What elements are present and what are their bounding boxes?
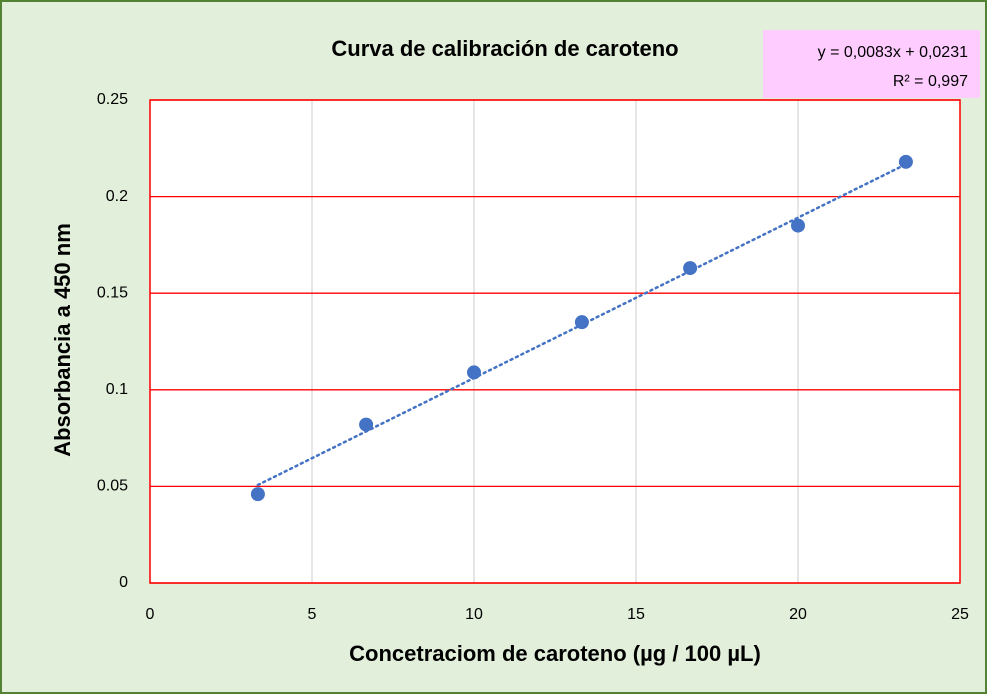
y-tick-label: 0.2	[106, 188, 128, 205]
data-point	[683, 261, 698, 276]
x-axis-label: Concetraciom de caroteno (µg / 100 µL)	[349, 641, 761, 666]
x-tick-label: 0	[146, 606, 155, 623]
plot-border	[149, 99, 961, 584]
x-tick-label: 15	[627, 606, 645, 623]
y-tick-label: 0.25	[97, 91, 128, 108]
x-tick-label: 20	[789, 606, 807, 623]
y-tick-label: 0.1	[106, 381, 128, 398]
equation-box	[763, 30, 980, 98]
y-axis-label: Absorbancia a 450 nm	[50, 223, 75, 457]
y-tick-label: 0	[119, 574, 128, 591]
x-tick-label: 25	[951, 606, 969, 623]
trend-equation: y = 0,0083x + 0,0231	[818, 44, 968, 61]
data-point	[250, 487, 265, 502]
data-point	[467, 365, 481, 380]
data-point	[359, 417, 374, 432]
data-point	[791, 218, 805, 233]
y-tick-label: 0.15	[97, 284, 128, 301]
x-tick-label: 10	[465, 606, 483, 623]
chart-title: Curva de calibración de caroteno	[331, 36, 678, 61]
plot-area	[150, 100, 960, 583]
trend-r2: R² = 0,997	[893, 73, 968, 90]
x-tick-label: 5	[308, 606, 317, 623]
data-point	[898, 154, 913, 169]
data-point	[574, 315, 589, 330]
y-tick-label: 0.05	[97, 478, 128, 495]
